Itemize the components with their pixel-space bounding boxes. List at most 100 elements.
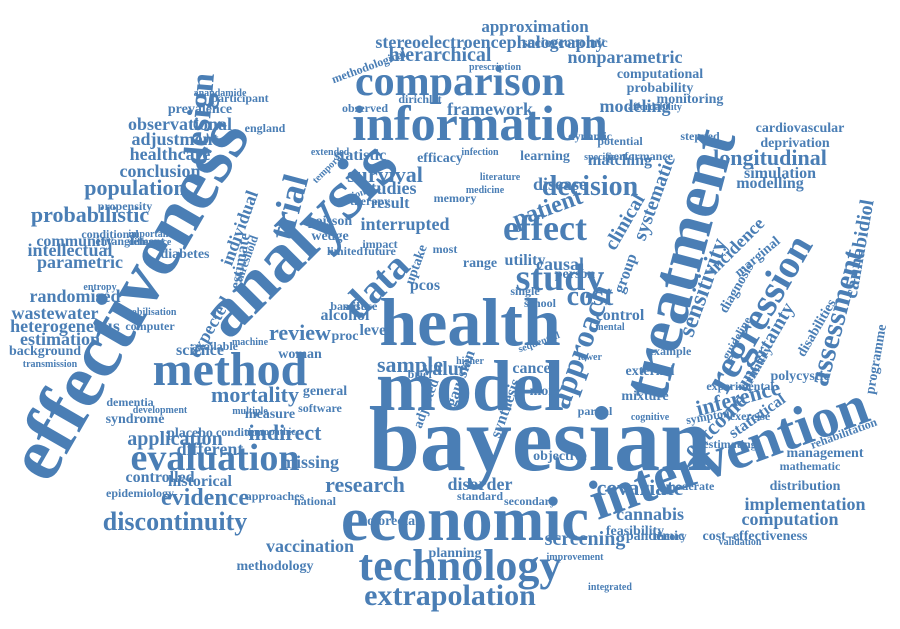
cloud-word: poisson (308, 214, 353, 229)
cloud-word: propensity (98, 199, 152, 213)
cloud-word: improvement (546, 552, 604, 563)
cloud-word: approaches (246, 489, 305, 503)
cloud-word: objective (533, 449, 587, 464)
cloud-word: dementia (106, 395, 153, 409)
cloud-word: proc (332, 329, 359, 344)
cloud-word: research (325, 472, 405, 497)
cloud-word: review (269, 320, 331, 345)
cloud-word: exercise (730, 409, 771, 423)
cloud-word: potential (597, 134, 643, 148)
cloud-word: specific (584, 152, 616, 163)
cloud-word: observational (128, 114, 232, 134)
cloud-word: covariate (597, 475, 684, 500)
cloud-word: difference (129, 237, 172, 248)
cloud-word: impact (362, 237, 397, 251)
cloud-word: approximation (481, 17, 589, 36)
cloud-word: infection (461, 147, 499, 158)
cloud-word: modelling (736, 175, 804, 192)
cloud-word: limited (327, 244, 363, 258)
cloud-word: prevalence (168, 102, 232, 117)
cloud-word: utility (505, 252, 546, 269)
cloud-word: healthcare (130, 144, 211, 164)
cloud-word: missing (281, 452, 339, 472)
cloud-word: methodology (237, 559, 314, 574)
cloud-word: monitoring (657, 92, 724, 107)
cloud-word: lower (578, 352, 602, 363)
cloud-word: extrapolation (364, 579, 536, 612)
cloud-word: estimating (703, 437, 756, 451)
cloud-word: cost (567, 281, 614, 312)
cloud-word: stereoelectroencephalography (375, 32, 604, 52)
cloud-word: feasibility (606, 524, 664, 539)
cloud-word: planning (429, 546, 482, 561)
cloud-word: vaccination (266, 536, 354, 556)
cloud-word: condition (216, 425, 264, 439)
cloud-word: information (352, 95, 608, 151)
cloud-word: literature (480, 172, 521, 183)
cloud-word: england (245, 121, 286, 135)
cloud-word: moderate (666, 479, 715, 493)
cloud-word: disease (533, 174, 587, 194)
cloud-word: epidemiology (106, 486, 174, 500)
cloud-word: available (192, 339, 239, 353)
cloud-word: level (359, 322, 391, 339)
cloud-word: indirect (249, 420, 323, 445)
cloud-word: cannabis (616, 504, 684, 524)
cloud-word: probability (627, 81, 694, 96)
cloud-word: heterogeneous (10, 316, 120, 336)
cloud-word: bayesian (369, 388, 712, 490)
cloud-word: causal (536, 254, 584, 274)
cloud-word: medicine (466, 185, 505, 196)
cloud-word: future (364, 244, 396, 258)
cloud-word: most (433, 242, 458, 256)
cloud-word: affordability (628, 102, 682, 113)
cloud-word: application (127, 428, 223, 450)
cloud-word: study (516, 257, 605, 299)
cloud-word: entanglement (95, 234, 164, 248)
cloud-word: neuropathic (244, 427, 296, 438)
cloud-word: result (371, 195, 410, 212)
cloud-word: health (379, 284, 560, 360)
cloud-word: secondary (504, 494, 556, 508)
cloud-word: evaluation (131, 437, 300, 479)
cloud-word: studies (363, 178, 416, 198)
cloud-word: intellectual (28, 240, 113, 260)
cloud-word: alcohol (321, 307, 370, 324)
cloud-word: mixture (621, 389, 668, 404)
cloud-word: cost–effectiveness (703, 529, 809, 544)
cloud-word: mental (595, 322, 625, 333)
cloud-word: modeling (599, 96, 670, 116)
cloud-word: survival (347, 162, 423, 187)
cloud-word: cancer (512, 360, 557, 377)
cloud-word: computation (741, 509, 838, 529)
cloud-word: prescription (469, 62, 521, 73)
cloud-word: model (376, 346, 564, 426)
cloud-word: diabetes (161, 247, 211, 262)
cloud-word: technology (359, 541, 562, 590)
cloud-word: person (555, 267, 596, 282)
cloud-word: conclusion (119, 161, 200, 181)
cloud-word: standard (457, 489, 503, 503)
cloud-word: computational (617, 67, 703, 82)
cloud-word: programme (863, 323, 890, 395)
cloud-word: disorder (448, 474, 513, 494)
cloud-word: framework (447, 99, 533, 119)
cloud-word: efficacy (417, 151, 463, 166)
cloud-word: historical (168, 473, 233, 490)
cloud-word: development (133, 405, 188, 416)
cloud-word: simulation (744, 165, 816, 182)
cloud-word: more (530, 384, 561, 399)
cloud-word: entropy (83, 282, 116, 293)
cloud-word: method (153, 343, 308, 396)
cloud-word: longitudinal (713, 145, 827, 170)
cloud-word: theory (653, 529, 686, 543)
cloud-word: brief (408, 367, 434, 381)
cloud-word: design (177, 71, 222, 167)
cloud-word: deprivation (760, 136, 829, 151)
cloud-word: learning (520, 149, 570, 164)
cloud-word: pcos (410, 277, 440, 294)
cloud-word: adjustment (131, 129, 218, 149)
cloud-word: interrupted (361, 214, 450, 234)
cloud-word: different (177, 439, 244, 459)
cloud-word: single (510, 284, 540, 298)
